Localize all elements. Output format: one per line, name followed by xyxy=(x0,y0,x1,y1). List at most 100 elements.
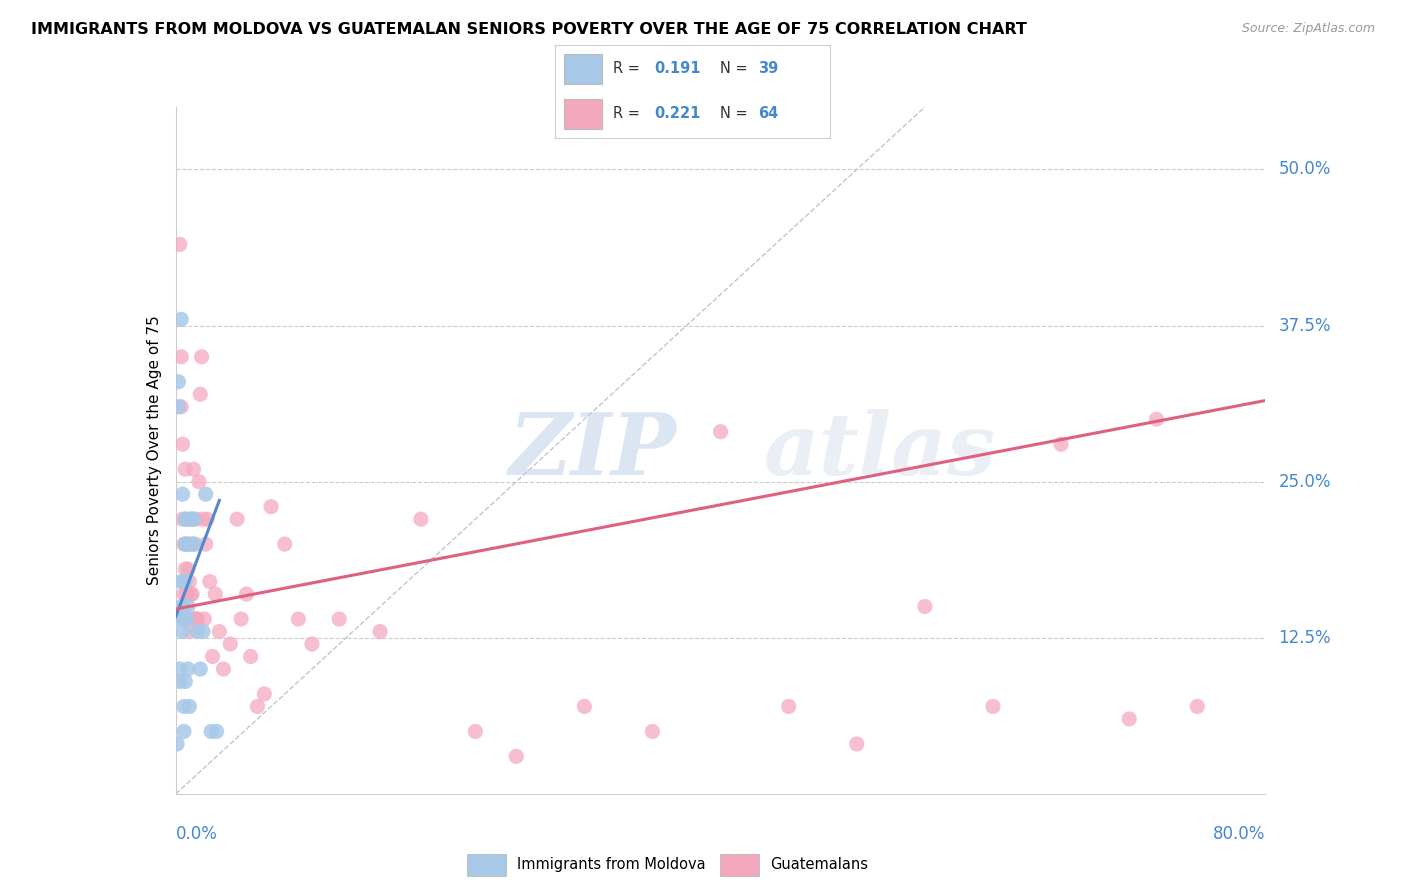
Text: 64: 64 xyxy=(758,106,779,121)
Point xyxy=(201,649,224,664)
Point xyxy=(409,512,432,526)
Point xyxy=(179,574,201,589)
Point xyxy=(179,624,201,639)
Point xyxy=(172,624,194,639)
Text: R =: R = xyxy=(613,106,644,121)
Y-axis label: Seniors Poverty Over the Age of 75: Seniors Poverty Over the Age of 75 xyxy=(146,316,162,585)
Point xyxy=(287,612,309,626)
Point xyxy=(180,512,202,526)
Point xyxy=(173,587,195,601)
Point xyxy=(183,537,205,551)
Text: Immigrants from Moldova: Immigrants from Moldova xyxy=(517,857,706,871)
Text: R =: R = xyxy=(613,62,644,77)
Point xyxy=(226,512,249,526)
Point xyxy=(172,512,194,526)
Point xyxy=(173,574,195,589)
Point xyxy=(208,624,231,639)
Point xyxy=(368,624,391,639)
Point xyxy=(183,462,205,476)
Point xyxy=(914,599,936,614)
Text: 37.5%: 37.5% xyxy=(1278,317,1331,334)
Point xyxy=(186,624,209,639)
Point xyxy=(173,599,195,614)
Point xyxy=(235,587,257,601)
Point xyxy=(181,512,204,526)
Point xyxy=(181,587,204,601)
Point xyxy=(188,387,211,401)
Point xyxy=(574,699,596,714)
Point xyxy=(198,574,221,589)
Point xyxy=(239,649,262,664)
Point xyxy=(169,674,191,689)
FancyBboxPatch shape xyxy=(564,54,602,84)
Point xyxy=(181,537,204,551)
Point xyxy=(166,737,188,751)
Text: 0.191: 0.191 xyxy=(654,62,700,77)
Point xyxy=(173,537,195,551)
Point xyxy=(981,699,1004,714)
Point xyxy=(177,612,200,626)
Point xyxy=(845,737,868,751)
Point xyxy=(641,724,664,739)
Point xyxy=(179,699,201,714)
Point xyxy=(180,587,202,601)
Point xyxy=(1118,712,1140,726)
FancyBboxPatch shape xyxy=(467,855,506,876)
Point xyxy=(174,462,197,476)
Point xyxy=(179,537,201,551)
Point xyxy=(170,312,193,326)
Point xyxy=(176,537,198,551)
Text: 0.221: 0.221 xyxy=(654,106,700,121)
Point xyxy=(212,662,235,676)
Point xyxy=(170,599,193,614)
Point xyxy=(170,612,193,626)
Point xyxy=(186,512,208,526)
Point xyxy=(176,587,198,601)
Point xyxy=(177,599,200,614)
Point xyxy=(169,237,191,252)
Point xyxy=(180,512,202,526)
Point xyxy=(174,674,197,689)
Point xyxy=(260,500,283,514)
Point xyxy=(174,574,197,589)
Point xyxy=(174,562,197,576)
Point xyxy=(190,350,212,364)
Point xyxy=(328,612,350,626)
Text: atlas: atlas xyxy=(765,409,997,492)
Text: IMMIGRANTS FROM MOLDOVA VS GUATEMALAN SENIORS POVERTY OVER THE AGE OF 75 CORRELA: IMMIGRANTS FROM MOLDOVA VS GUATEMALAN SE… xyxy=(31,22,1026,37)
Point xyxy=(194,487,217,501)
Point xyxy=(177,662,200,676)
Point xyxy=(172,487,194,501)
Point xyxy=(184,612,207,626)
Text: ZIP: ZIP xyxy=(509,409,678,492)
Point xyxy=(174,537,197,551)
Point xyxy=(183,512,205,526)
Text: 80.0%: 80.0% xyxy=(1213,825,1265,843)
Point xyxy=(176,537,198,551)
Point xyxy=(174,612,197,626)
Text: 50.0%: 50.0% xyxy=(1278,161,1331,178)
Point xyxy=(173,724,195,739)
Point xyxy=(187,475,209,489)
Point xyxy=(174,612,197,626)
Point xyxy=(505,749,527,764)
Point xyxy=(191,624,214,639)
Point xyxy=(204,587,226,601)
Point xyxy=(191,512,214,526)
Point xyxy=(170,574,193,589)
Text: 39: 39 xyxy=(758,62,779,77)
Point xyxy=(186,612,208,626)
Text: Source: ZipAtlas.com: Source: ZipAtlas.com xyxy=(1241,22,1375,36)
Point xyxy=(184,537,207,551)
Point xyxy=(301,637,323,651)
Point xyxy=(195,512,218,526)
Point xyxy=(172,612,194,626)
Text: 25.0%: 25.0% xyxy=(1278,473,1331,491)
Point xyxy=(167,375,190,389)
Point xyxy=(177,562,200,576)
FancyBboxPatch shape xyxy=(564,99,602,129)
Point xyxy=(231,612,253,626)
Point xyxy=(169,662,191,676)
Point xyxy=(167,400,190,414)
Point xyxy=(778,699,800,714)
